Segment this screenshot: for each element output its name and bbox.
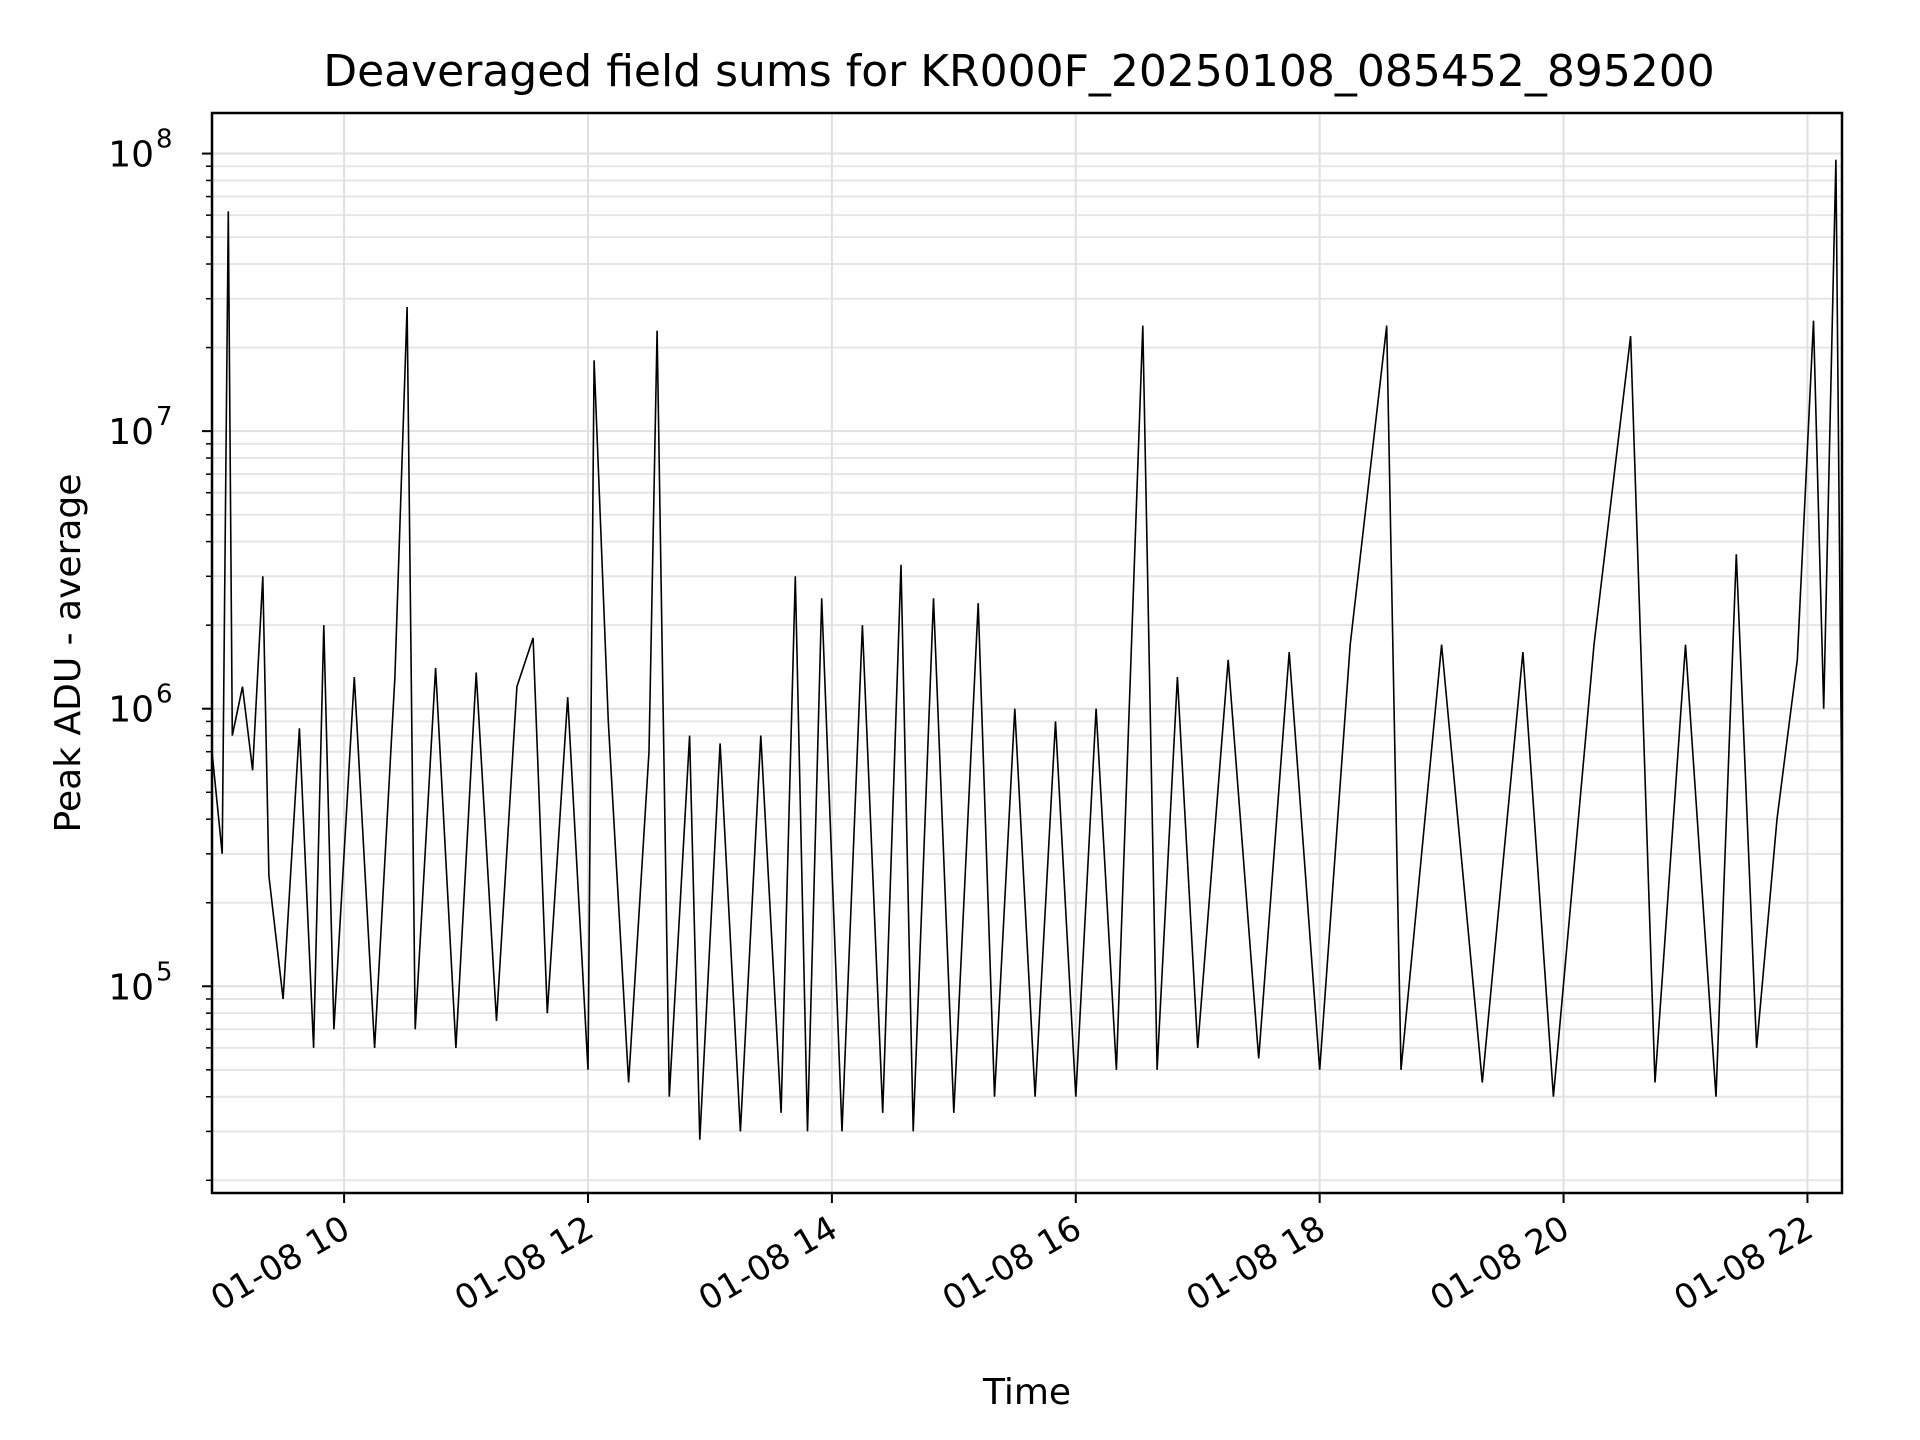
axes-frame [210, 111, 1844, 1195]
y-tick-exponent: 8 [156, 125, 173, 155]
x-axis-label: Time [982, 1372, 1071, 1413]
plot-area [211, 159, 1843, 1140]
series-line [211, 159, 1843, 1140]
y-axis-label: Peak ADU - average [48, 474, 89, 833]
y-tick-exponent: 6 [156, 680, 173, 710]
y-tick-label: 10 [108, 135, 154, 176]
chart-title: Deaveraged field sums for KR000F_2025010… [323, 46, 1715, 97]
y-tick-exponent: 7 [156, 402, 173, 432]
y-tick-label: 10 [108, 967, 154, 1008]
grid [212, 113, 1842, 1193]
y-tick-exponent: 5 [156, 957, 173, 987]
y-tick-label: 10 [108, 412, 154, 453]
y-tick-label: 10 [108, 690, 154, 731]
